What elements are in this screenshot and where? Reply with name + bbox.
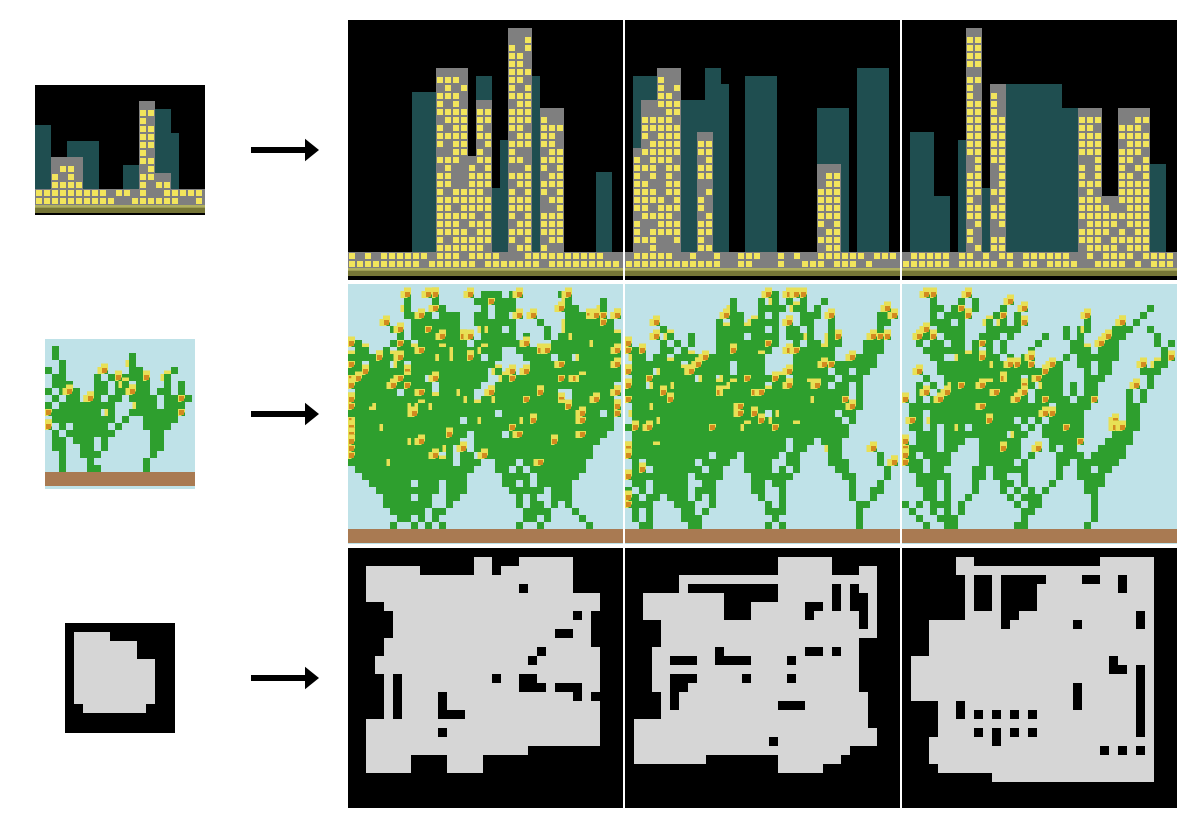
city-output-panel — [902, 20, 1177, 280]
plants-row — [20, 284, 1180, 544]
city-row — [20, 20, 1180, 280]
city-input-cell — [20, 85, 220, 215]
plants-output-panel — [902, 284, 1177, 544]
plants-output-panel — [348, 284, 623, 544]
arrow-icon — [249, 135, 319, 165]
maze-output-panel — [902, 548, 1177, 808]
maze-input-cell — [20, 623, 220, 733]
plants-input-cell — [20, 339, 220, 489]
plants-output-panel — [625, 284, 900, 544]
maze-outputs — [348, 548, 1177, 808]
city-outputs — [348, 20, 1177, 280]
arrow-icon — [249, 663, 319, 693]
maze-input-panel — [65, 623, 175, 733]
arrow-cell — [224, 399, 344, 429]
maze-output-panel — [625, 548, 900, 808]
arrow-cell — [224, 135, 344, 165]
generative-figure — [20, 20, 1180, 808]
maze-row — [20, 548, 1180, 808]
arrow-icon — [249, 399, 319, 429]
city-output-panel — [625, 20, 900, 280]
plants-input-panel — [45, 339, 195, 489]
maze-output-panel — [348, 548, 623, 808]
city-input-panel — [35, 85, 205, 215]
city-output-panel — [348, 20, 623, 280]
arrow-cell — [224, 663, 344, 693]
plants-outputs — [348, 284, 1177, 544]
